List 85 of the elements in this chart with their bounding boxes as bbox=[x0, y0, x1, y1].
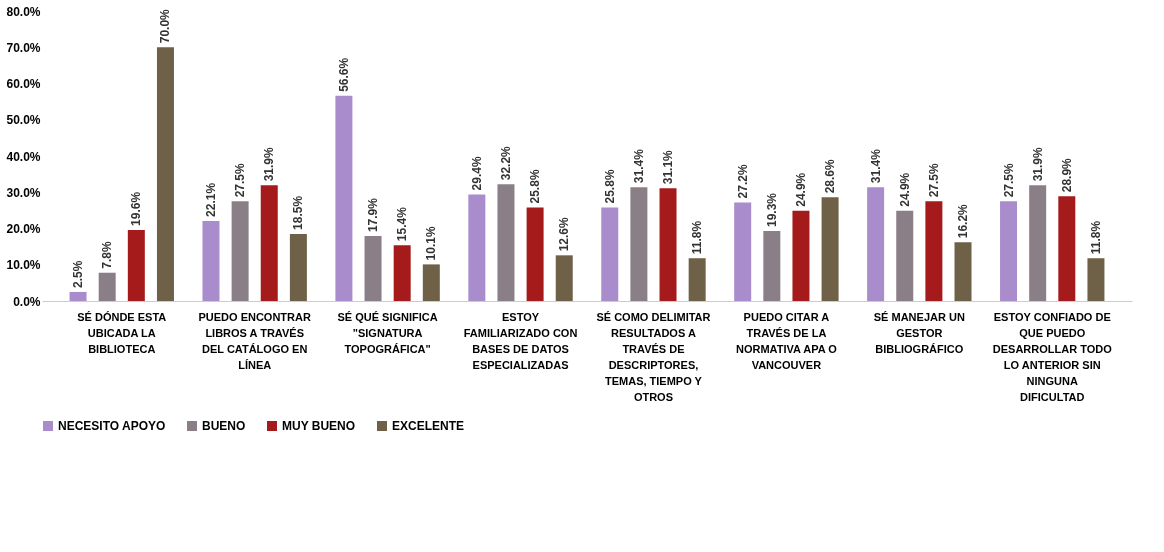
data-label: 31.1% bbox=[661, 149, 676, 185]
data-label: 32.2% bbox=[498, 145, 513, 181]
bar bbox=[98, 272, 116, 301]
y-tick-label: 40.0% bbox=[6, 149, 41, 164]
bar bbox=[821, 197, 839, 301]
y-tick-label: 70.0% bbox=[6, 40, 41, 55]
legend-label: BUENO bbox=[202, 419, 246, 433]
bar bbox=[1029, 185, 1047, 301]
bar bbox=[954, 242, 972, 301]
bar bbox=[289, 233, 307, 301]
data-label: 27.5% bbox=[233, 162, 248, 198]
y-tick-label: 10.0% bbox=[6, 258, 41, 273]
data-label: 2.5% bbox=[71, 260, 86, 288]
bar bbox=[526, 207, 544, 301]
data-label: 17.9% bbox=[366, 197, 381, 233]
data-label: 16.2% bbox=[956, 203, 971, 239]
bar bbox=[896, 210, 914, 301]
x-tick-label: ESTOY FAMILIARIZADO CON BASES DE DATOS ESPECIALIZADAS bbox=[463, 310, 578, 371]
y-tick-label: 60.0% bbox=[6, 77, 41, 91]
data-label: 70.0% bbox=[158, 8, 173, 44]
bar bbox=[867, 187, 885, 301]
data-label: 31.4% bbox=[631, 148, 646, 184]
data-label: 31.9% bbox=[1030, 147, 1045, 182]
bar bbox=[734, 202, 752, 301]
data-label: 25.8% bbox=[602, 169, 617, 204]
data-label: 11.8% bbox=[1088, 220, 1103, 255]
y-tick-label: 50.0% bbox=[6, 113, 41, 128]
y-tick-label: 0.0% bbox=[13, 294, 41, 309]
data-label: 31.4% bbox=[868, 148, 883, 184]
x-tick-label: SÉ MANEJAR UN GESTOR BIBLIOGRÁFICO bbox=[873, 310, 965, 355]
data-label: 27.2% bbox=[735, 164, 750, 199]
legend-label: NECESITO APOYO bbox=[58, 419, 166, 433]
data-label: 27.5% bbox=[1001, 162, 1016, 198]
x-tick-label: PUEDO CITAR A TRAVÉS DE LA NORMATIVA APA O VANCOUVER bbox=[735, 310, 838, 371]
data-label: 31.9% bbox=[262, 147, 277, 182]
data-label: 27.5% bbox=[926, 162, 941, 198]
bar bbox=[555, 255, 573, 301]
bar bbox=[335, 95, 353, 301]
bar bbox=[156, 47, 174, 301]
data-label: 18.5% bbox=[291, 195, 306, 230]
data-label: 28.6% bbox=[823, 158, 838, 194]
y-tick-label: 30.0% bbox=[6, 185, 41, 200]
bar bbox=[688, 258, 706, 301]
x-tick-label: PUEDO ENCONTRAR LIBROS A TRAVÉS DEL CATÁLOGO EN LÍNEA bbox=[198, 310, 311, 371]
bar bbox=[763, 231, 781, 301]
x-tick-label: SÉ QUÉ SIGNIFICA "SIGNATURA TOPOGRÁFICA" bbox=[337, 310, 438, 355]
bar bbox=[468, 194, 486, 301]
data-label: 19.3% bbox=[764, 192, 779, 228]
data-label: 15.4% bbox=[395, 206, 410, 242]
data-label: 22.1% bbox=[203, 182, 218, 217]
bar bbox=[630, 187, 648, 301]
bar bbox=[925, 201, 943, 301]
bar bbox=[1000, 201, 1018, 301]
data-label: 11.8% bbox=[690, 220, 705, 255]
y-tick-label: 20.0% bbox=[6, 222, 41, 236]
bar bbox=[422, 264, 440, 301]
bar bbox=[1087, 258, 1105, 301]
x-tick-label: SÉ DÓNDE ESTA UBICADA LA BIBLIOTECA bbox=[77, 310, 167, 355]
data-label: 19.6% bbox=[129, 191, 144, 226]
x-tick-label: SÉ COMO DELIMITAR RESULTADOS A TRAVÉS DE DESCRIPTORES, TEMAS, TIEMPO Y OTROS bbox=[596, 310, 711, 403]
legend-label: EXCELENTE bbox=[392, 419, 465, 433]
bar bbox=[127, 229, 145, 301]
data-label: 28.9% bbox=[1059, 157, 1074, 193]
data-label: 12.6% bbox=[557, 216, 572, 252]
data-label: 56.6% bbox=[336, 57, 351, 92]
bar bbox=[601, 207, 619, 301]
bar bbox=[260, 185, 278, 301]
bar bbox=[69, 291, 87, 301]
data-label: 24.9% bbox=[793, 172, 808, 207]
data-label: 29.4% bbox=[469, 156, 484, 191]
data-label: 7.8% bbox=[100, 241, 115, 269]
bar bbox=[231, 201, 249, 301]
legend-label: MUY BUENO bbox=[282, 419, 356, 433]
bar bbox=[497, 184, 515, 301]
x-tick-label: ESTOY CONFIADO DE QUE PUEDO DESARROLLAR TODO LO ANTERIOR SIN NINGUNA DIFICULTAD bbox=[992, 310, 1113, 403]
data-label: 25.8% bbox=[528, 169, 543, 204]
y-tick-label: 80.0% bbox=[6, 4, 41, 19]
bar bbox=[1058, 196, 1076, 301]
bar bbox=[393, 245, 411, 301]
bar bbox=[202, 220, 220, 301]
data-label: 24.9% bbox=[897, 172, 912, 207]
bar bbox=[792, 210, 810, 301]
bar bbox=[364, 236, 382, 301]
data-label: 10.1% bbox=[424, 226, 439, 261]
bar bbox=[659, 188, 677, 301]
